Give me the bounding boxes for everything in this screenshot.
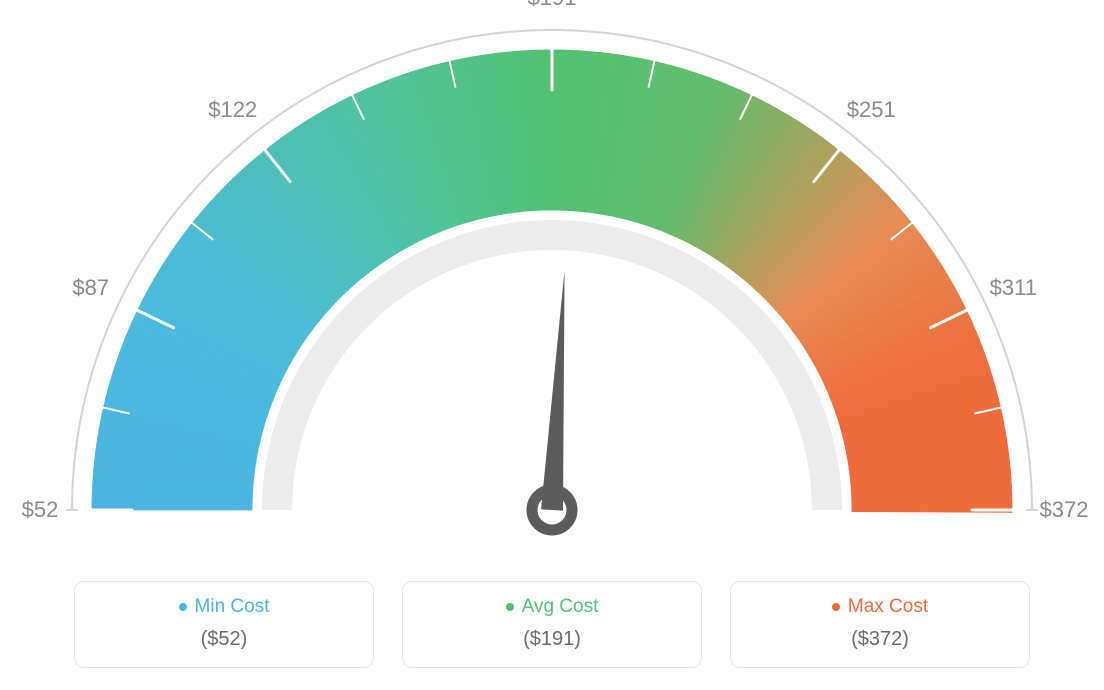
- cost-gauge: $52 $87 $122 $191 $251 $311 $372: [0, 0, 1104, 560]
- legend-card-min: Min Cost ($52): [74, 581, 374, 668]
- gauge-needle: [541, 270, 565, 510]
- gauge-tick-label: $52: [22, 497, 59, 523]
- legend-label: Avg Cost: [522, 596, 599, 618]
- gauge-tick-label: $372: [1040, 497, 1089, 523]
- dot-icon: [506, 603, 514, 611]
- gauge-tick-label: $191: [528, 0, 577, 11]
- gauge-tick-label: $87: [72, 275, 109, 301]
- legend-value-max: ($372): [741, 628, 1019, 651]
- legend-title-max: Max Cost: [832, 596, 928, 618]
- dot-icon: [832, 603, 840, 611]
- gauge-tick-label: $122: [208, 97, 257, 123]
- legend-row: Min Cost ($52) Avg Cost ($191) Max Cost …: [0, 581, 1104, 668]
- legend-label: Min Cost: [195, 596, 270, 618]
- legend-title-min: Min Cost: [179, 596, 270, 618]
- legend-card-avg: Avg Cost ($191): [402, 581, 702, 668]
- gauge-tick-label: $311: [990, 275, 1037, 301]
- legend-title-avg: Avg Cost: [506, 596, 599, 618]
- legend-value-avg: ($191): [413, 628, 691, 651]
- dot-icon: [179, 603, 187, 611]
- gauge-tick-label: $251: [847, 97, 896, 123]
- legend-label: Max Cost: [848, 596, 928, 618]
- legend-card-max: Max Cost ($372): [730, 581, 1030, 668]
- legend-value-min: ($52): [85, 628, 363, 651]
